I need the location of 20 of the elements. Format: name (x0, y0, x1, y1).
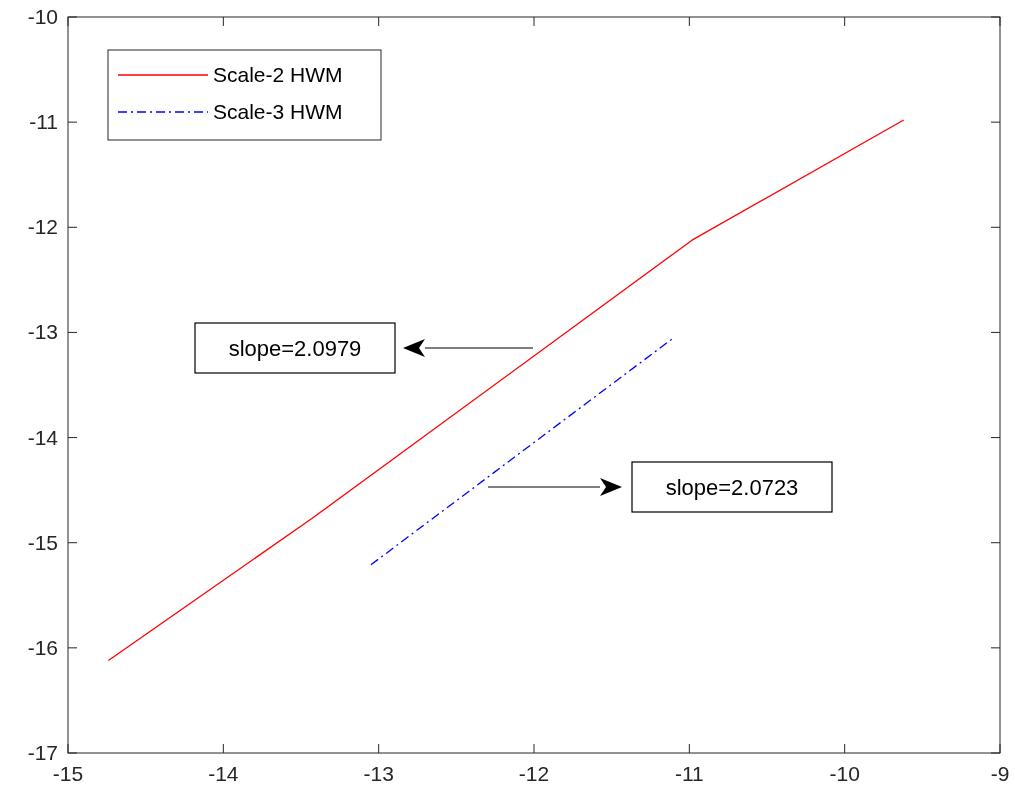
annotation: slope=2.0723 (665, 475, 799, 500)
x-tick-label: -9 (990, 762, 1010, 785)
x-tick-label: -12 (518, 762, 550, 785)
x-tick-label: -15 (52, 762, 84, 785)
x-tick-label: -13 (363, 762, 394, 785)
y-tick-label: -11 (29, 110, 58, 134)
x-tick-label: -10 (829, 762, 860, 785)
y-tick-label: -10 (27, 5, 58, 28)
y-tick-label: -15 (27, 530, 58, 554)
legend-label: Scale-3 HWM (213, 100, 343, 123)
line-series (107, 119, 905, 662)
legend-label: Scale-2 HWM (213, 63, 343, 86)
y-tick-label: -17 (27, 741, 58, 764)
x-tick-label: -14 (208, 762, 239, 785)
y-tick-label: -16 (27, 635, 58, 659)
y-tick-label: -14 (27, 425, 59, 449)
annotation: slope=2.0979 (228, 336, 362, 361)
y-tick-label: -12 (27, 215, 58, 239)
y-tick-label: -13 (27, 320, 58, 344)
x-tick-label: -11 (674, 762, 704, 785)
